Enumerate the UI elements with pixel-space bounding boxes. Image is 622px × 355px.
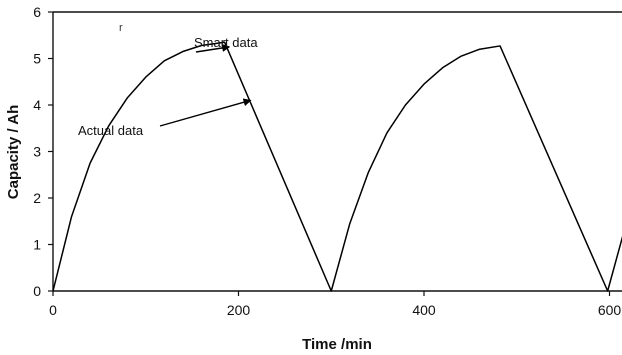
stray-text: r — [119, 22, 123, 34]
actual-data-label: Actual data — [78, 123, 144, 138]
y-tick-label: 5 — [33, 51, 41, 67]
x-tick-label: 200 — [227, 302, 251, 318]
y-tick-label: 0 — [33, 283, 41, 299]
annotation-layer: Smart data Actual data — [78, 35, 258, 138]
x-ticks: 0200400600800 — [49, 291, 622, 318]
y-ticks: 0 1 2 3 4 5 6 — [33, 4, 53, 299]
series-layer — [52, 41, 622, 292]
y-tick-label: 2 — [33, 190, 41, 206]
smart-data-label: Smart data — [194, 35, 258, 50]
plot-area — [52, 11, 622, 292]
y-tick-label: 3 — [33, 144, 41, 160]
smart-data-arrow — [195, 43, 231, 53]
x-tick-label: 0 — [49, 302, 57, 318]
y-tick-label: 1 — [33, 237, 41, 253]
x-tick-label: 400 — [412, 302, 436, 318]
y-tick-label: 6 — [33, 4, 41, 20]
capacity-series-line — [52, 41, 622, 292]
y-axis-label: Capacity / Ah — [5, 105, 22, 199]
x-tick-label: 600 — [598, 302, 622, 318]
actual-data-arrow — [159, 98, 252, 127]
y-tick-label: 4 — [33, 97, 41, 113]
x-axis-label: Time /min — [302, 336, 372, 353]
